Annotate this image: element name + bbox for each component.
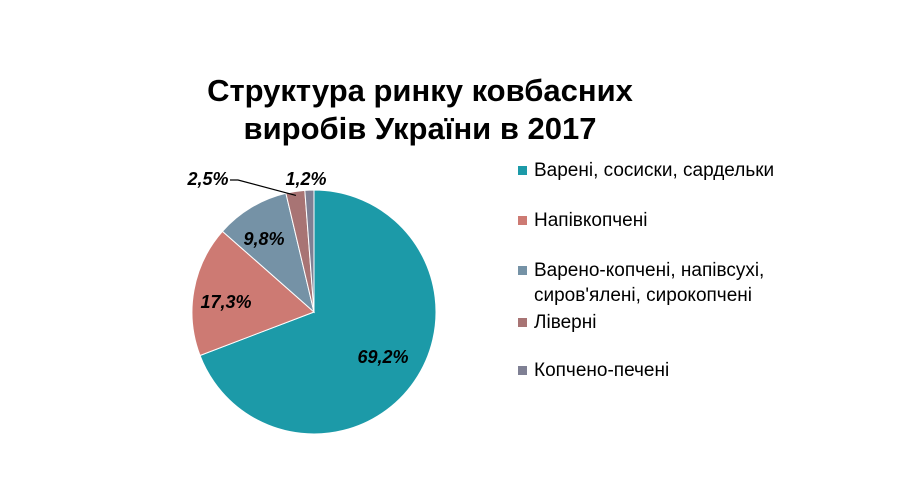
legend-swatch-1 <box>518 166 527 175</box>
data-label-5: 1,2% <box>285 169 326 189</box>
legend-label-3: Варено-копчені, напівсухі, сиров'ялені, … <box>534 260 765 306</box>
legend-label-1: Варені, сосиски, сардельки <box>534 160 775 181</box>
pie-slice-5 <box>304 189 315 313</box>
legend-label-5: Копчено-печені <box>534 360 670 381</box>
chart-title: Структура ринку ковбасних виробів Україн… <box>150 72 690 148</box>
legend-swatch-4 <box>518 318 527 327</box>
legend-swatch-3 <box>518 266 527 275</box>
legend-label-2: Напівкопчені <box>534 210 648 231</box>
data-label-2: 17,3% <box>200 292 251 312</box>
legend-swatch-5 <box>518 366 527 375</box>
leader-lines <box>230 179 297 196</box>
data-label-3: 9,8% <box>243 229 284 249</box>
legend-item-3: Варено-копчені, напівсухі, сиров'ялені, … <box>518 258 764 308</box>
pie-slice-1 <box>199 189 437 435</box>
data-label-1: 69,2% <box>357 347 408 367</box>
data-label-4: 2,5% <box>186 169 228 189</box>
chart-title-line-1: Структура ринку ковбасних <box>207 73 633 108</box>
legend-item-4: Ліверні <box>518 310 596 335</box>
data-labels: 69,2% 17,3% 9,8% 2,5% 1,2% <box>186 169 408 367</box>
pie-slice-3 <box>221 192 315 314</box>
legend-item-5: Копчено-печені <box>518 358 669 383</box>
leader-line-4 <box>230 179 297 196</box>
pie-slice-2 <box>191 230 315 357</box>
legend-label-4: Ліверні <box>534 312 597 333</box>
legend-swatch-2 <box>518 216 527 225</box>
legend-item-1: Варені, сосиски, сардельки <box>518 158 774 183</box>
pie-slices <box>191 189 437 435</box>
chart-title-line-2: виробів України в 2017 <box>243 111 597 146</box>
legend-item-2: Напівкопчені <box>518 208 647 233</box>
